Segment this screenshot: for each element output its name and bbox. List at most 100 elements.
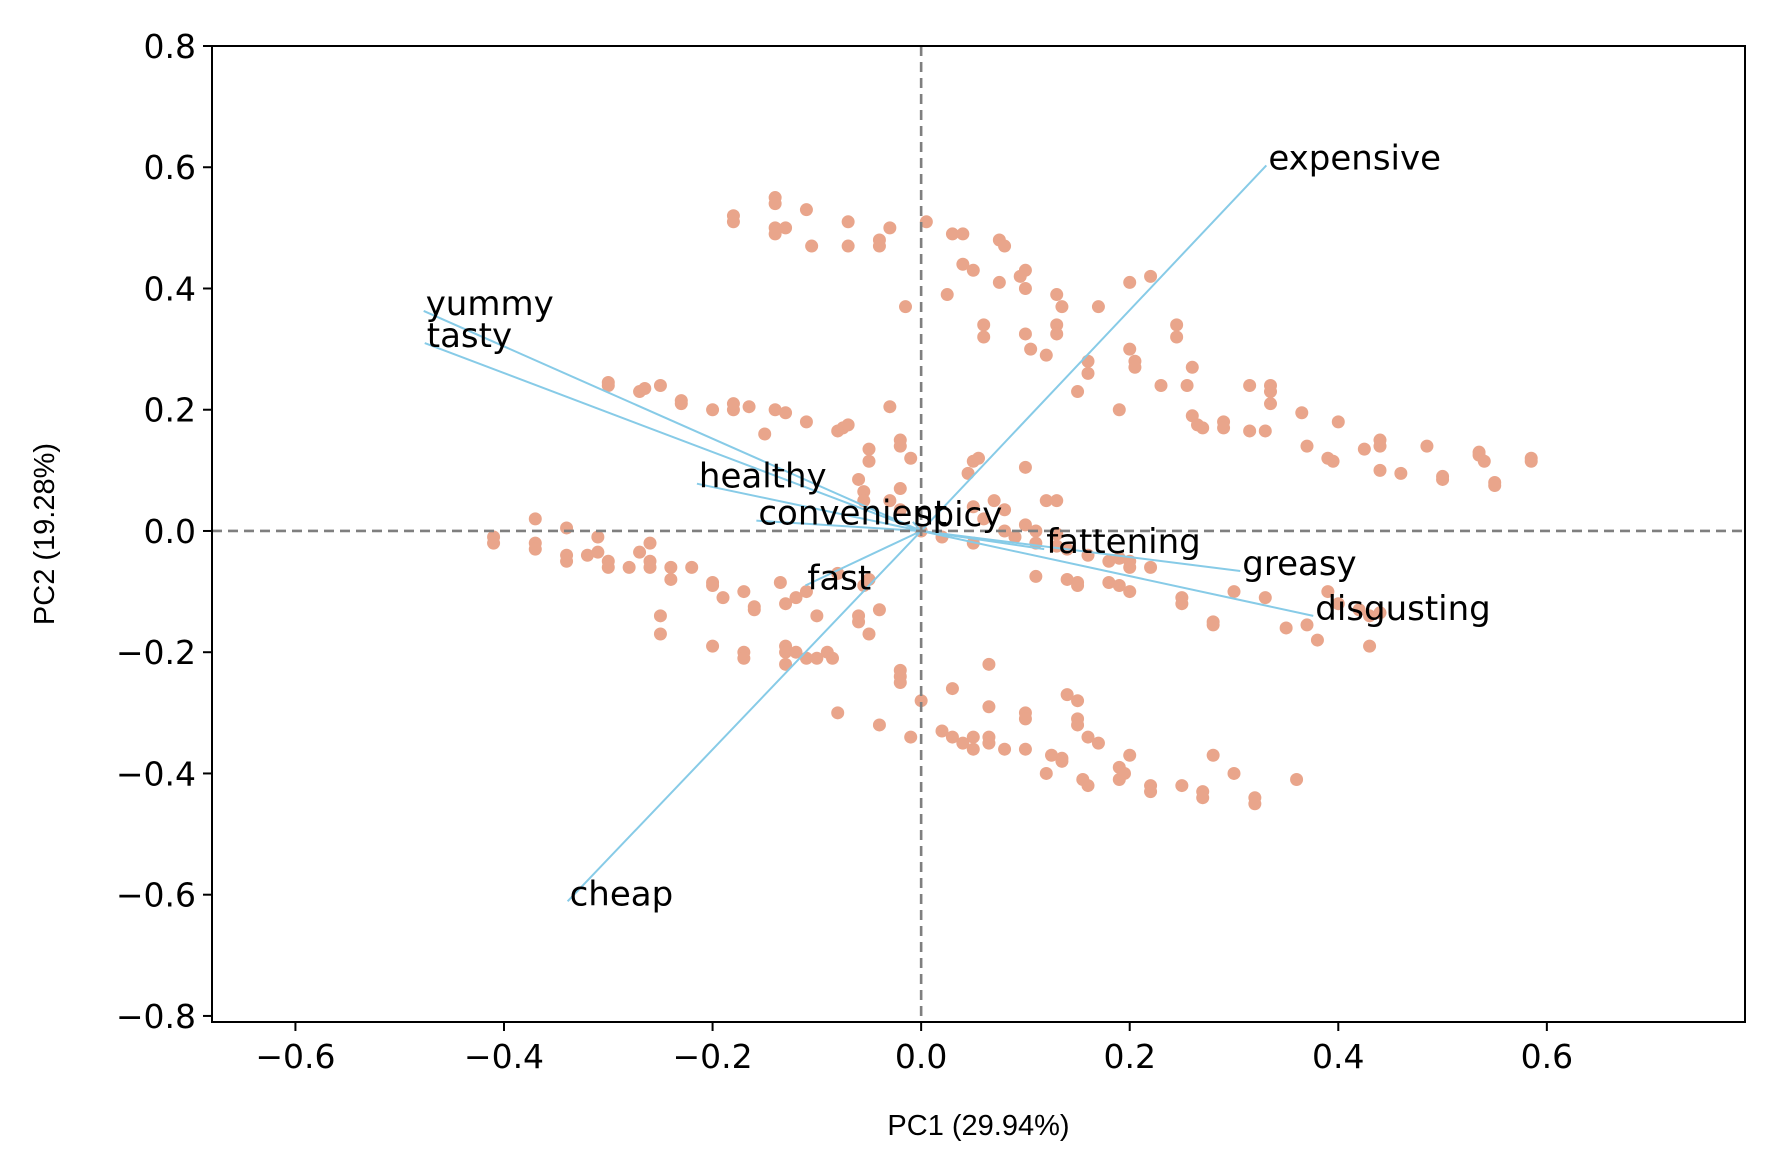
score-point <box>998 239 1012 253</box>
score-point <box>601 560 615 574</box>
score-point <box>737 651 751 665</box>
score-point <box>1039 494 1053 508</box>
score-point <box>1081 779 1095 793</box>
score-point <box>1363 609 1377 623</box>
loading-label-greasy: greasy <box>1242 544 1356 584</box>
score-point <box>1123 275 1137 289</box>
score-point <box>1331 415 1345 429</box>
score-point <box>883 400 897 414</box>
loading-label-cheap: cheap <box>570 874 674 914</box>
x-axis-ticks: −0.6 −0.4 −0.2 0.0 0.2 0.4 0.6 <box>255 1022 1573 1076</box>
score-point <box>758 427 772 441</box>
score-point <box>977 318 991 332</box>
y-tick-label: −0.4 <box>116 754 196 793</box>
y-tick-label: 0.0 <box>144 512 196 551</box>
score-point <box>1045 748 1058 762</box>
score-point <box>1123 342 1137 356</box>
score-point <box>998 503 1012 517</box>
score-point <box>956 257 970 271</box>
score-point <box>1050 494 1064 508</box>
score-point <box>779 221 793 235</box>
score-point <box>1300 618 1314 632</box>
score-point <box>1071 385 1085 399</box>
score-point <box>883 221 897 235</box>
loading-vector-disgusting <box>920 529 1314 617</box>
score-point <box>966 500 980 514</box>
score-point <box>977 512 991 526</box>
score-point <box>919 215 933 229</box>
score-point <box>945 682 959 696</box>
score-point <box>956 227 970 241</box>
score-point <box>1227 585 1241 599</box>
score-point <box>487 536 501 550</box>
score-point <box>945 730 959 744</box>
score-point <box>1264 385 1277 399</box>
score-point <box>1081 366 1095 380</box>
x-axis-title: PC1 (29.94%) <box>887 1110 1069 1142</box>
y-tick-label: −0.6 <box>116 876 196 915</box>
score-point <box>1018 712 1032 726</box>
score-point <box>1102 575 1116 589</box>
score-point <box>904 730 918 744</box>
loading-vector-healthy <box>696 482 922 532</box>
score-point <box>1258 424 1272 438</box>
score-point <box>1123 560 1137 574</box>
x-tick-label: 0.4 <box>1312 1037 1364 1076</box>
score-point <box>1170 318 1184 332</box>
loading-vector-cheap <box>566 530 922 903</box>
score-point <box>1018 263 1032 277</box>
score-point <box>893 676 907 690</box>
score-point <box>1352 603 1366 617</box>
loading-label-fattening: fattening <box>1046 522 1201 562</box>
score-point <box>1081 354 1095 368</box>
score-point <box>643 536 657 550</box>
score-point <box>914 694 928 708</box>
score-point <box>1144 785 1158 799</box>
loading-label-expensive: expensive <box>1268 138 1441 178</box>
score-point <box>945 227 959 241</box>
score-point <box>1018 327 1032 341</box>
score-point <box>768 227 782 241</box>
score-point <box>1373 439 1387 453</box>
score-point <box>706 403 720 417</box>
score-point <box>1112 579 1126 593</box>
score-point <box>1050 318 1064 332</box>
score-point <box>747 603 761 617</box>
score-point <box>591 530 605 544</box>
score-point <box>789 591 803 605</box>
y-tick-label: 0.4 <box>144 269 196 308</box>
score-point <box>601 375 615 389</box>
score-point <box>773 575 787 589</box>
score-point <box>1243 424 1257 438</box>
score-point <box>1180 378 1194 392</box>
score-point <box>528 512 542 526</box>
score-point <box>726 209 740 223</box>
score-point <box>1071 718 1085 732</box>
score-point <box>1363 639 1377 653</box>
score-point <box>841 418 855 432</box>
score-point <box>580 548 594 562</box>
score-point <box>1055 300 1069 314</box>
score-point <box>1326 454 1340 468</box>
loading-label-yummy: yummy <box>426 284 554 324</box>
score-point <box>1488 479 1502 493</box>
score-point <box>1196 791 1210 805</box>
score-point <box>664 572 678 586</box>
x-tick-label: 0.2 <box>1103 1037 1155 1076</box>
score-point <box>1071 694 1085 708</box>
score-point <box>528 542 542 556</box>
loading-vector-tasty <box>424 342 922 532</box>
score-point <box>653 627 667 641</box>
score-point <box>1039 348 1053 362</box>
score-point <box>883 494 897 508</box>
score-point <box>872 718 886 732</box>
score-point <box>1196 421 1210 435</box>
score-point <box>1029 569 1043 583</box>
loading-vector-greasy <box>921 529 1241 572</box>
score-point <box>977 330 991 344</box>
score-point <box>940 288 954 302</box>
score-point <box>841 215 855 229</box>
score-point <box>1008 530 1022 544</box>
y-tick-label: 0.6 <box>144 148 196 187</box>
score-point <box>966 263 980 277</box>
